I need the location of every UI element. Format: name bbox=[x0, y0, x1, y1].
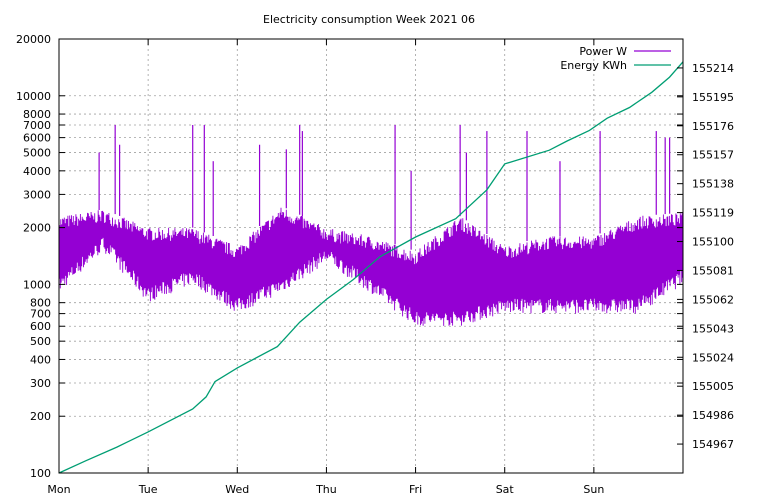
y2-tick-label: 155043 bbox=[692, 322, 734, 335]
power-series bbox=[58, 124, 684, 326]
plot-frame bbox=[58, 38, 684, 474]
x-tick-label: Wed bbox=[225, 483, 249, 496]
y2-tick-label: 155081 bbox=[692, 264, 734, 277]
x-tick-label: Sat bbox=[496, 483, 515, 496]
y2-tick-label: 155100 bbox=[692, 236, 734, 249]
x-tick-label: Fri bbox=[409, 483, 422, 496]
y2-tick-label: 155062 bbox=[692, 293, 734, 306]
y-tick-label: 200 bbox=[30, 410, 51, 423]
legend: Power W Energy KWh bbox=[560, 45, 671, 72]
y-tick-label: 20000 bbox=[16, 33, 51, 46]
x-axis-ticks: Mon Tue Wed Thu Fri Sat Sun bbox=[47, 39, 604, 496]
x-tick-label: Thu bbox=[315, 483, 337, 496]
y2-tick-label: 155176 bbox=[692, 120, 734, 133]
energy-line bbox=[58, 61, 684, 474]
y-tick-label: 4000 bbox=[23, 165, 51, 178]
y-tick-label: 3000 bbox=[23, 188, 51, 201]
y-tick-label: 500 bbox=[30, 335, 51, 348]
y2-tick-label: 155195 bbox=[692, 91, 734, 104]
x-tick-label: Mon bbox=[47, 483, 70, 496]
x-tick-label: Sun bbox=[583, 483, 604, 496]
legend-label-energy: Energy KWh bbox=[560, 59, 627, 72]
chart-title: Electricity consumption Week 2021 06 bbox=[263, 13, 475, 26]
legend-label-power: Power W bbox=[579, 45, 627, 58]
y-tick-label: 700 bbox=[30, 308, 51, 321]
y-tick-label: 300 bbox=[30, 377, 51, 390]
y2-tick-label: 155119 bbox=[692, 207, 734, 220]
y2-axis-ticks: 154967 154986 155005 155024 155043 155062 1550… bbox=[677, 62, 734, 451]
y-tick-label: 400 bbox=[30, 353, 51, 366]
y-tick-label: 8000 bbox=[23, 108, 51, 121]
y2-tick-label: 154967 bbox=[692, 438, 734, 451]
y-tick-label: 10000 bbox=[16, 90, 51, 103]
y-tick-label: 800 bbox=[30, 297, 51, 310]
energy-series bbox=[58, 61, 684, 474]
y-tick-label: 7000 bbox=[23, 119, 51, 132]
x-tick-label: Tue bbox=[138, 483, 158, 496]
y-tick-label: 5000 bbox=[23, 147, 51, 160]
y-tick-label: 600 bbox=[30, 320, 51, 333]
y-tick-label: 6000 bbox=[23, 132, 51, 145]
y-tick-label: 100 bbox=[30, 467, 51, 480]
y2-tick-label: 154986 bbox=[692, 409, 734, 422]
y2-tick-label: 155005 bbox=[692, 380, 734, 393]
y-tick-label: 2000 bbox=[23, 222, 51, 235]
y-tick-label: 1000 bbox=[23, 278, 51, 291]
y2-tick-label: 155157 bbox=[692, 149, 734, 162]
y2-tick-label: 155024 bbox=[692, 351, 734, 364]
y2-tick-label: 155138 bbox=[692, 178, 734, 191]
y2-tick-label: 155214 bbox=[692, 62, 734, 75]
power-line bbox=[58, 207, 684, 326]
